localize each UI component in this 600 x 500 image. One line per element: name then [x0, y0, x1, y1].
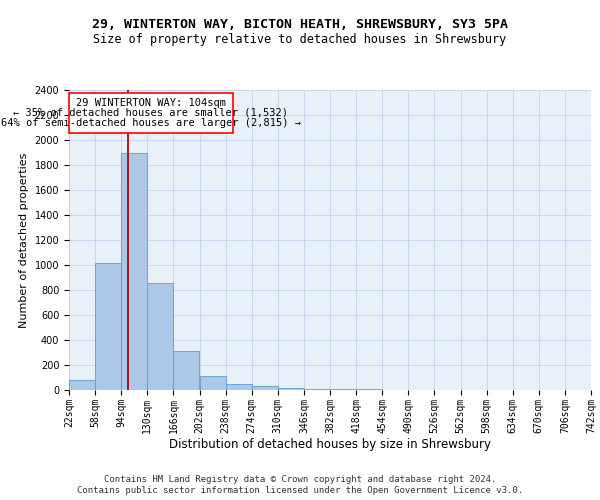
Text: Contains HM Land Registry data © Crown copyright and database right 2024.: Contains HM Land Registry data © Crown c… — [104, 475, 496, 484]
Bar — [252, 386, 278, 390]
Bar — [148, 282, 173, 390]
Text: ← 35% of detached houses are smaller (1,532): ← 35% of detached houses are smaller (1,… — [13, 108, 289, 118]
Bar — [278, 388, 304, 390]
Bar — [173, 351, 199, 390]
Text: Size of property relative to detached houses in Shrewsbury: Size of property relative to detached ho… — [94, 32, 506, 46]
Text: 29, WINTERTON WAY, BICTON HEATH, SHREWSBURY, SY3 5PA: 29, WINTERTON WAY, BICTON HEATH, SHREWSB… — [92, 18, 508, 30]
Bar — [121, 152, 148, 390]
Bar — [69, 380, 95, 390]
Y-axis label: Number of detached properties: Number of detached properties — [19, 152, 29, 328]
Bar — [95, 262, 121, 390]
Text: 29 WINTERTON WAY: 104sqm: 29 WINTERTON WAY: 104sqm — [76, 98, 226, 108]
Bar — [199, 376, 226, 390]
Text: 64% of semi-detached houses are larger (2,815) →: 64% of semi-detached houses are larger (… — [1, 118, 301, 128]
X-axis label: Distribution of detached houses by size in Shrewsbury: Distribution of detached houses by size … — [169, 438, 491, 452]
FancyBboxPatch shape — [69, 92, 233, 132]
Bar — [226, 384, 252, 390]
Text: Contains public sector information licensed under the Open Government Licence v3: Contains public sector information licen… — [77, 486, 523, 495]
Bar — [304, 389, 330, 390]
